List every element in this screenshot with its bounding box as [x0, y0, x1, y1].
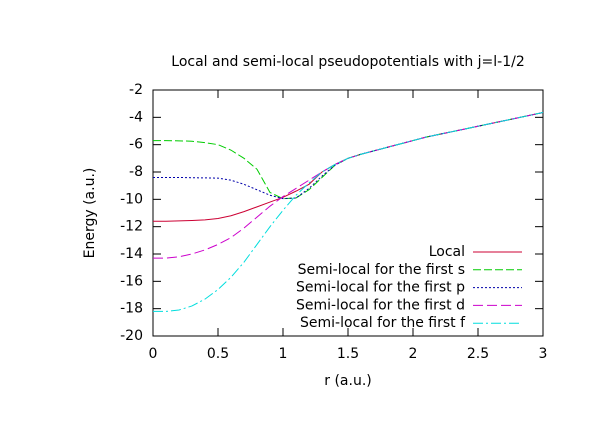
- x-tick-label: 0.5: [207, 346, 229, 362]
- x-tick-label: 3: [539, 346, 548, 362]
- chart-title: Local and semi-local pseudopotentials wi…: [171, 54, 524, 70]
- y-tick-label: -12: [120, 219, 143, 235]
- x-tick-label: 1: [279, 346, 288, 362]
- x-tick-label: 2: [409, 346, 418, 362]
- legend-label: Local: [429, 244, 465, 260]
- legend-label: Semi-local for the first p: [296, 280, 465, 296]
- x-tick-label: 1.5: [337, 346, 359, 362]
- y-tick-label: -8: [129, 164, 143, 180]
- legend-label: Semi-local for the first s: [298, 262, 465, 278]
- y-tick-label: -14: [120, 246, 143, 262]
- y-tick-label: -18: [120, 301, 143, 317]
- y-tick-label: -16: [120, 273, 143, 289]
- y-tick-label: -10: [120, 191, 143, 207]
- legend-label: Semi-local for the first f: [300, 315, 466, 331]
- x-axis-label: r (a.u.): [324, 373, 371, 389]
- y-axis-label: Energy (a.u.): [82, 168, 98, 259]
- x-tick-label: 0: [149, 346, 158, 362]
- x-tick-label: 2.5: [467, 346, 489, 362]
- legend-label: Semi-local for the first d: [296, 297, 465, 313]
- series-line: [153, 112, 544, 312]
- y-tick-label: -4: [129, 109, 143, 125]
- y-tick-label: -20: [120, 328, 143, 344]
- y-tick-label: -2: [129, 82, 143, 98]
- y-tick-label: -6: [129, 137, 143, 153]
